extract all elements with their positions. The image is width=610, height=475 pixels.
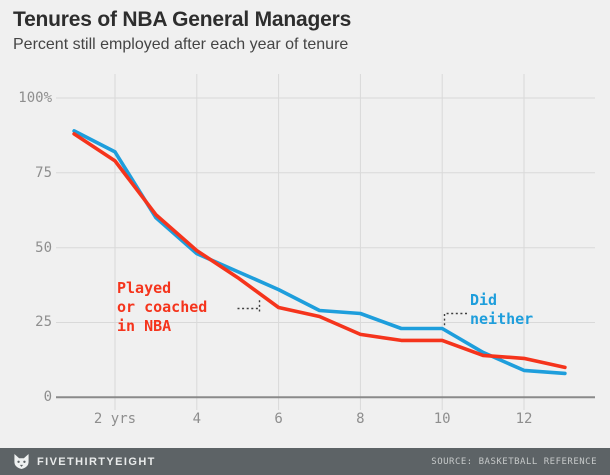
leader-did-neither-dotted-line — [443, 312, 467, 326]
x-tick-label: 2 yrs — [93, 411, 137, 427]
y-tick-label: 0 — [43, 389, 52, 406]
x-tick-label: 12 — [515, 411, 533, 427]
series-label-line: Did — [470, 291, 498, 309]
y-tick-label: 100% — [18, 90, 52, 106]
brand-lockup: FIVETHIRTYEIGHT — [13, 453, 156, 470]
page-subtitle: Percent still employed after each year o… — [13, 36, 349, 53]
x-tick-label: 6 — [274, 411, 283, 427]
data-line-did-neither — [72, 129, 567, 376]
leader-played-or-coached-dotted-line — [237, 299, 261, 312]
x-tick-label: 4 — [192, 411, 202, 427]
series-label-did-neither: Did neither — [470, 291, 533, 329]
page-title: Tenures of NBA General Managers — [13, 8, 352, 31]
series-label-line: in NBA — [117, 317, 172, 335]
series-label-line: neither — [470, 310, 534, 328]
data-line-played-or-coached-in-nba — [72, 132, 567, 370]
series-label-line: or coached — [117, 298, 208, 316]
series-label-played-or-coached: Played or coached in NBA — [117, 279, 207, 336]
source-credit: SOURCE: BASKETBALL REFERENCE — [431, 456, 597, 467]
brand-wordmark: FIVETHIRTYEIGHT — [37, 455, 156, 468]
series-label-line: Played — [117, 279, 172, 297]
y-tick-label: 50 — [35, 239, 52, 256]
x-tick-label: 8 — [356, 411, 365, 427]
fivethirtyeight-fox-icon — [14, 453, 29, 470]
footer-bar: FIVETHIRTYEIGHT SOURCE: BASKETBALL REFER… — [0, 448, 610, 475]
y-tick-label: 25 — [35, 314, 52, 331]
y-tick-label: 75 — [35, 164, 52, 181]
x-tick-label: 10 — [433, 411, 451, 427]
